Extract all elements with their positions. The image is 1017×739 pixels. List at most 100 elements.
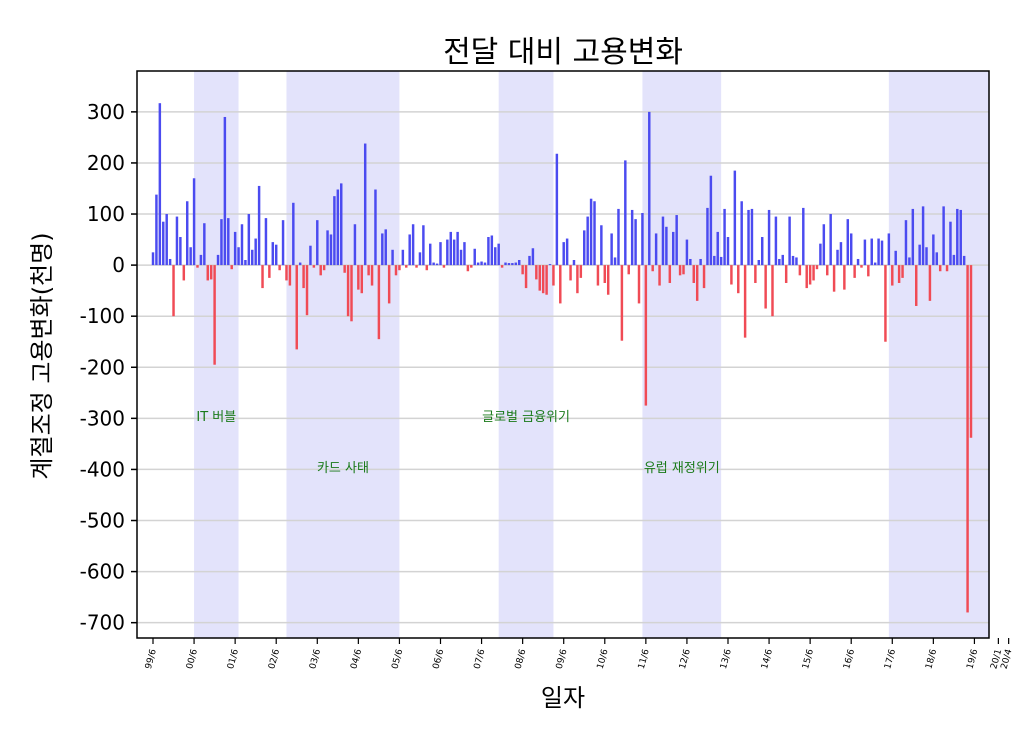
bar	[264, 218, 268, 266]
bar	[901, 265, 904, 278]
bar	[428, 243, 432, 266]
bar	[613, 257, 617, 266]
bar	[346, 265, 350, 317]
bar	[541, 265, 545, 294]
bar	[240, 224, 244, 266]
bar	[319, 265, 322, 276]
x-tick-label: 18/6	[924, 648, 939, 670]
bar	[661, 216, 665, 266]
x-tick-label: 15/6	[801, 648, 816, 670]
bar	[298, 262, 302, 266]
bar	[802, 207, 805, 266]
y-tick-label: -300	[80, 406, 125, 430]
shaded-period-4	[888, 71, 989, 638]
bar	[894, 250, 897, 266]
bar	[565, 238, 569, 266]
x-tick-label: 08/6	[514, 648, 529, 670]
bar	[583, 230, 586, 266]
bar	[891, 265, 894, 286]
bar	[682, 265, 685, 275]
x-tick-label: 17/6	[883, 648, 898, 670]
bar	[216, 254, 220, 266]
bar	[911, 208, 915, 266]
bar	[651, 265, 654, 272]
bar	[822, 224, 826, 266]
y-axis: 300 200 100 0 -100 -200 -300 -400 -500 -600 -700	[80, 100, 137, 635]
y-tick-label: 0	[112, 253, 125, 277]
bar	[531, 248, 535, 266]
bar	[562, 242, 565, 266]
bar	[199, 254, 203, 266]
bar	[668, 265, 672, 283]
bar	[357, 265, 360, 290]
bar	[418, 252, 422, 266]
bar	[247, 214, 251, 266]
bar	[593, 201, 596, 266]
bar	[812, 265, 815, 281]
y-tick-label: -200	[80, 355, 125, 379]
bar	[959, 209, 962, 266]
bar	[257, 185, 261, 266]
bar	[719, 256, 723, 266]
bar	[589, 198, 593, 266]
bar	[401, 249, 405, 266]
x-tick-label: 99/6	[144, 648, 159, 670]
bar	[784, 265, 788, 283]
bar	[925, 247, 928, 266]
bar	[555, 153, 559, 266]
bar	[288, 265, 292, 286]
bar	[203, 223, 206, 266]
bar	[942, 206, 945, 266]
bar	[702, 265, 706, 289]
bar	[637, 265, 641, 304]
bar	[384, 229, 387, 266]
bars	[151, 103, 973, 613]
bar	[665, 226, 668, 266]
bar	[887, 233, 891, 266]
bar	[196, 265, 199, 268]
bar	[398, 265, 401, 271]
bar	[377, 265, 381, 340]
bar	[648, 111, 651, 266]
x-tick-label: 03/6	[308, 648, 323, 670]
bar	[969, 265, 973, 438]
bar	[798, 265, 802, 276]
bar	[634, 219, 637, 266]
bar	[654, 233, 658, 266]
bar	[511, 263, 514, 266]
bar	[322, 265, 326, 271]
bar	[880, 240, 884, 266]
bar	[165, 214, 168, 266]
shaded-periods	[194, 71, 989, 638]
bar	[706, 207, 709, 266]
x-tick-label: 11/6	[637, 648, 652, 670]
bar	[251, 249, 254, 266]
bar	[932, 234, 935, 266]
bar	[305, 265, 309, 316]
bar	[151, 252, 155, 266]
bar	[617, 208, 620, 266]
bar	[545, 265, 548, 295]
bar	[877, 238, 880, 266]
bar	[521, 265, 524, 275]
bar	[808, 265, 812, 285]
bar	[839, 242, 843, 266]
bar	[230, 265, 233, 270]
bar	[254, 238, 257, 266]
bar	[610, 233, 613, 266]
bar	[915, 265, 918, 306]
bar	[572, 260, 576, 266]
bar	[268, 265, 271, 278]
bar	[295, 265, 298, 350]
bar	[487, 237, 490, 266]
bar	[353, 224, 357, 266]
bar	[548, 264, 552, 266]
bar	[329, 234, 333, 266]
bar	[754, 265, 757, 283]
bar	[271, 242, 275, 266]
bar	[843, 265, 846, 290]
bar	[189, 247, 192, 266]
bar	[285, 265, 288, 281]
